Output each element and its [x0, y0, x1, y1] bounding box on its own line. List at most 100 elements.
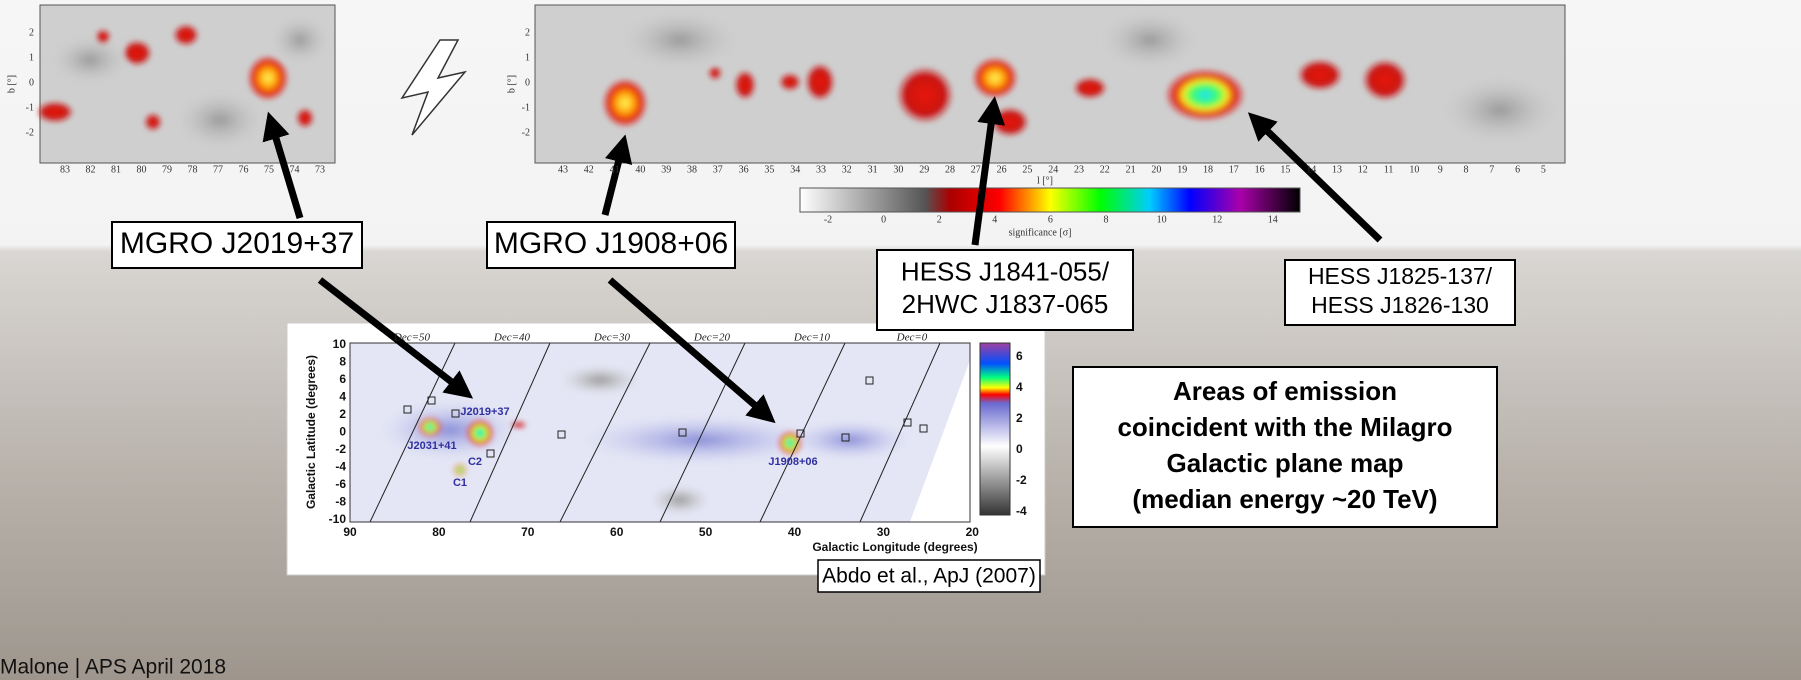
x-tick-label: 43 [558, 164, 568, 175]
x-tick-label: 32 [842, 164, 852, 175]
colorbar-tick-label: 14 [1268, 214, 1278, 225]
colorbar-tick-label: -2 [1016, 473, 1027, 487]
x-tick-label: 40 [788, 525, 802, 539]
y-tick-label: 2 [525, 27, 530, 38]
x-tick-label: 27 [971, 164, 981, 175]
y-tick-label: 4 [339, 390, 346, 404]
x-tick-label: 12 [1358, 164, 1368, 175]
x-tick-label: 70 [521, 525, 535, 539]
source-label: C2 [468, 456, 482, 468]
x-tick-label: 39 [661, 164, 671, 175]
x-tick-label: 33 [816, 164, 826, 175]
x-tick-label: 20 [1151, 164, 1161, 175]
source-label: C1 [453, 477, 467, 489]
dec-label: Dec=10 [793, 332, 831, 344]
y-tick-label: -6 [335, 477, 346, 491]
colorbar-tick-label: 12 [1212, 214, 1222, 225]
x-tick-label: 24 [1048, 164, 1058, 175]
x-tick-label: 34 [790, 164, 800, 175]
dec-label: Dec=40 [493, 332, 531, 344]
y-tick-label: -4 [335, 460, 346, 474]
x-tick-label: 81 [111, 164, 121, 175]
x-tick-label: 14 [1306, 164, 1316, 175]
summary-text: (median energy ~20 TeV) [1132, 484, 1437, 514]
y-tick-label: 10 [333, 337, 347, 351]
callout-label: HESS J1825-137/ [1308, 263, 1493, 289]
milagro-figure [286, 322, 1046, 576]
x-tick-label: 6 [1515, 164, 1520, 175]
dec-label: Dec=0 [896, 332, 928, 344]
x-tick-label: 60 [610, 525, 624, 539]
colorbar-tick-label: 2 [937, 214, 942, 225]
x-tick-label: 50 [699, 525, 713, 539]
colorbar-tick-label: 4 [1016, 380, 1023, 394]
x-tick-label: 5 [1541, 164, 1546, 175]
x-tick-label: 19 [1177, 164, 1187, 175]
x-tick-label: 80 [432, 525, 446, 539]
x-tick-label: 20 [966, 525, 980, 539]
callout-box [486, 221, 736, 269]
y-tick-label: -8 [335, 495, 346, 509]
x-tick-label: 79 [162, 164, 172, 175]
x-tick-label: 26 [997, 164, 1007, 175]
citation-box [817, 559, 1041, 593]
x-tick-label: 74 [290, 164, 300, 175]
summary-text: Areas of emission [1173, 376, 1397, 406]
left-map [37, 4, 336, 164]
x-tick-label: 10 [1409, 164, 1419, 175]
summary-text: Galactic plane map [1167, 448, 1404, 478]
x-tick-label: 90 [343, 525, 357, 539]
axis-label: Galactic Latitude (degrees) [304, 355, 318, 509]
colorbar [979, 342, 1011, 516]
x-tick-label: 37 [713, 164, 723, 175]
x-tick-label: 80 [137, 164, 147, 175]
x-tick-label: 21 [1126, 164, 1136, 175]
x-tick-label: 13 [1332, 164, 1342, 175]
x-tick-label: 29 [919, 164, 929, 175]
source-label: J2031+41 [407, 440, 456, 452]
source-label: J2019+37 [460, 406, 509, 418]
x-tick-label: 11 [1384, 164, 1394, 175]
source-label: J1908+06 [768, 456, 817, 468]
x-tick-label: 38 [687, 164, 697, 175]
colorbar-tick-label: -2 [824, 214, 832, 225]
axis-label: l [°] [1037, 175, 1053, 186]
x-tick-label: 16 [1255, 164, 1265, 175]
colorbar-tick-label: 8 [1104, 214, 1109, 225]
x-tick-label: 18 [1203, 164, 1213, 175]
colorbar [799, 187, 1301, 213]
dec-label: Dec=20 [693, 332, 731, 344]
summary-box [1072, 366, 1498, 528]
y-tick-label: 8 [339, 355, 346, 369]
x-tick-label: 25 [1022, 164, 1032, 175]
callout-label: 2HWC J1837-065 [902, 289, 1109, 319]
x-tick-label: 30 [893, 164, 903, 175]
citation: Abdo et al., ApJ (2007) [822, 565, 1036, 588]
y-tick-label: 2 [29, 27, 34, 38]
x-tick-label: 42 [584, 164, 594, 175]
dec-label: Dec=50 [393, 332, 431, 344]
callout-box [111, 221, 363, 269]
x-tick-label: 41 [610, 164, 620, 175]
colorbar-tick-label: 0 [1016, 442, 1023, 456]
colorbar-label: significance [σ] [1009, 227, 1072, 238]
axis-label: b [°] [6, 75, 17, 93]
y-tick-label: 1 [525, 52, 530, 63]
y-tick-label: 2 [339, 407, 346, 421]
colorbar-tick-label: 10 [1157, 214, 1167, 225]
x-tick-label: 7 [1489, 164, 1494, 175]
callout-label: MGRO J2019+37 [120, 227, 354, 260]
x-tick-label: 73 [315, 164, 325, 175]
x-tick-label: 78 [188, 164, 198, 175]
y-tick-label: 0 [525, 77, 530, 88]
x-tick-label: 15 [1280, 164, 1290, 175]
y-tick-label: -2 [26, 127, 34, 138]
callout-box [876, 249, 1134, 331]
x-tick-label: 77 [213, 164, 223, 175]
y-tick-label: -1 [26, 102, 34, 113]
x-tick-label: 36 [739, 164, 749, 175]
colorbar-tick-label: 6 [1016, 349, 1023, 363]
dec-label: Dec=30 [593, 332, 631, 344]
callouts: MGRO J2019+37 MGRO J1908+06 HESS J1841-055… [111, 221, 1516, 331]
colorbar-tick-label: 6 [1048, 214, 1053, 225]
